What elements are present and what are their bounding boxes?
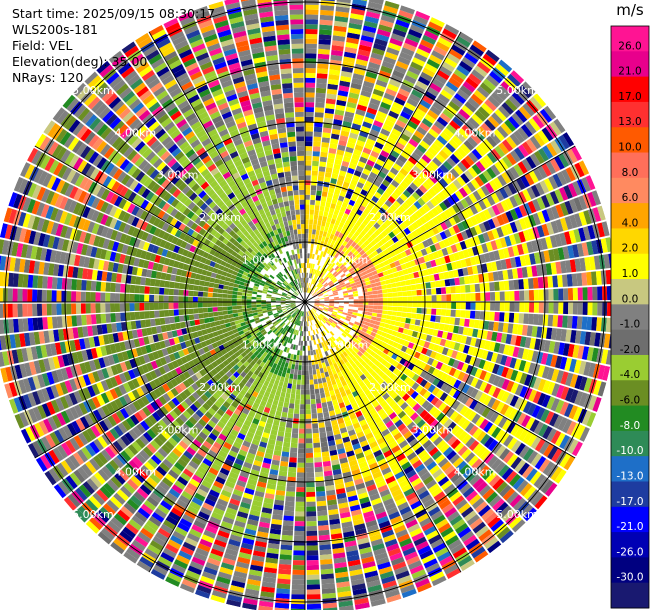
- colorbar-tick-label: -6.0: [620, 395, 641, 407]
- colorbar-swatch: [611, 152, 649, 179]
- colorbar-tick-label: 2.0: [622, 243, 639, 255]
- colorbar-swatch: [611, 354, 649, 381]
- start-time-label: Start time: 2025/09/15 08:30:17: [12, 6, 216, 21]
- ring-label: 3.00km: [157, 169, 199, 182]
- colorbar-tick-label: 1.0: [622, 268, 639, 280]
- colorbar-swatch: [611, 532, 649, 558]
- colorbar-swatch: [611, 228, 649, 255]
- colorbar-swatch: [611, 101, 649, 128]
- colorbar-swatch: [611, 127, 649, 154]
- azimuth-spoke: [304, 31, 462, 303]
- azimuth-spoke: [304, 145, 576, 303]
- colorbar-swatch: [611, 304, 649, 331]
- colorbar-tick-label: 0.0: [622, 293, 639, 305]
- elevation-label: Elevation(deg): 35.00: [12, 54, 148, 69]
- ring-label: 2.00km: [369, 211, 411, 224]
- colorbar-tick-label: -21.0: [616, 521, 643, 533]
- colorbar-unit: m/s: [616, 1, 644, 19]
- ring-label: 5.00km: [496, 508, 538, 521]
- colorbar-swatch: [611, 557, 649, 584]
- colorbar-swatch: [611, 506, 649, 533]
- colorbar-swatch: [611, 26, 649, 52]
- colorbar-swatch: [611, 177, 649, 204]
- ring-label: 5.00km: [496, 84, 538, 97]
- colorbar-tick-label: 8.0: [622, 167, 639, 179]
- colorbar-tick-label: 4.0: [622, 217, 639, 229]
- colorbar-tick-label: 6.0: [622, 192, 639, 204]
- ring-label: 1.00km: [327, 338, 369, 351]
- colorbar-tick-label: -13.0: [616, 471, 643, 483]
- nrays-label: NRays: 120: [12, 70, 84, 85]
- colorbar-swatch: [611, 76, 649, 103]
- ring-label: 1.00km: [242, 254, 284, 267]
- colorbar-swatch: [611, 253, 649, 280]
- colorbar-swatch: [611, 279, 649, 305]
- ring-label: 5.00km: [72, 508, 114, 521]
- colorbar-swatch: [611, 582, 649, 609]
- colorbar-swatch: [611, 405, 649, 432]
- field-label: Field: VEL: [12, 38, 73, 53]
- azimuth-spoke: [304, 301, 462, 573]
- colorbar-tick-label: -2.0: [620, 344, 641, 356]
- colorbar-swatch: [611, 329, 649, 356]
- ring-label: 2.00km: [199, 211, 241, 224]
- colorbar-tick-label: -30.0: [616, 572, 643, 584]
- ring-label: 4.00km: [454, 126, 496, 139]
- ring-label: 2.00km: [369, 381, 411, 394]
- ring-label: 4.00km: [115, 466, 157, 479]
- azimuth-spoke: [304, 301, 576, 459]
- ring-label: 4.00km: [115, 126, 157, 139]
- colorbar-tick-label: -10.0: [616, 445, 643, 457]
- colorbar-swatch: [611, 203, 649, 229]
- ring-label: 3.00km: [412, 169, 454, 182]
- ring-label: 3.00km: [412, 423, 454, 436]
- azimuth-spoke: [34, 145, 306, 303]
- colorbar-tick-label: -8.0: [620, 420, 641, 432]
- azimuth-spoke: [148, 301, 306, 573]
- colorbar-swatch: [611, 380, 649, 407]
- colorbar-swatch: [611, 456, 649, 482]
- colorbar-tick-label: 17.0: [618, 91, 641, 103]
- azimuth-spoke: [34, 301, 306, 459]
- azimuth-spoke: [148, 31, 306, 303]
- colorbar-tick-label: -26.0: [616, 546, 643, 558]
- colorbar-tick-label: 26.0: [618, 40, 641, 52]
- colorbar-tick-label: 13.0: [618, 116, 641, 128]
- colorbar-tick-label: -4.0: [620, 369, 641, 381]
- ring-label: 2.00km: [199, 381, 241, 394]
- colorbar-frame: [610, 25, 650, 609]
- ring-label: 1.00km: [242, 338, 284, 351]
- colorbar-tick-label: 21.0: [618, 66, 641, 78]
- ring-label: 4.00km: [454, 466, 496, 479]
- colorbar-swatch: [611, 51, 649, 78]
- velocity-field: [0, 0, 617, 610]
- ring-label: 5.00km: [72, 84, 114, 97]
- colorbar-tick-label: -17.0: [616, 496, 643, 508]
- instrument-label: WLS200s-181: [12, 22, 98, 37]
- ring-label: 3.00km: [157, 423, 199, 436]
- colorbar-tick-label: 10.0: [618, 142, 641, 154]
- ring-label: 1.00km: [327, 254, 369, 267]
- colorbar-tick-label: -1.0: [620, 319, 641, 331]
- colorbar-swatch: [611, 481, 649, 508]
- colorbar-swatch: [611, 430, 649, 457]
